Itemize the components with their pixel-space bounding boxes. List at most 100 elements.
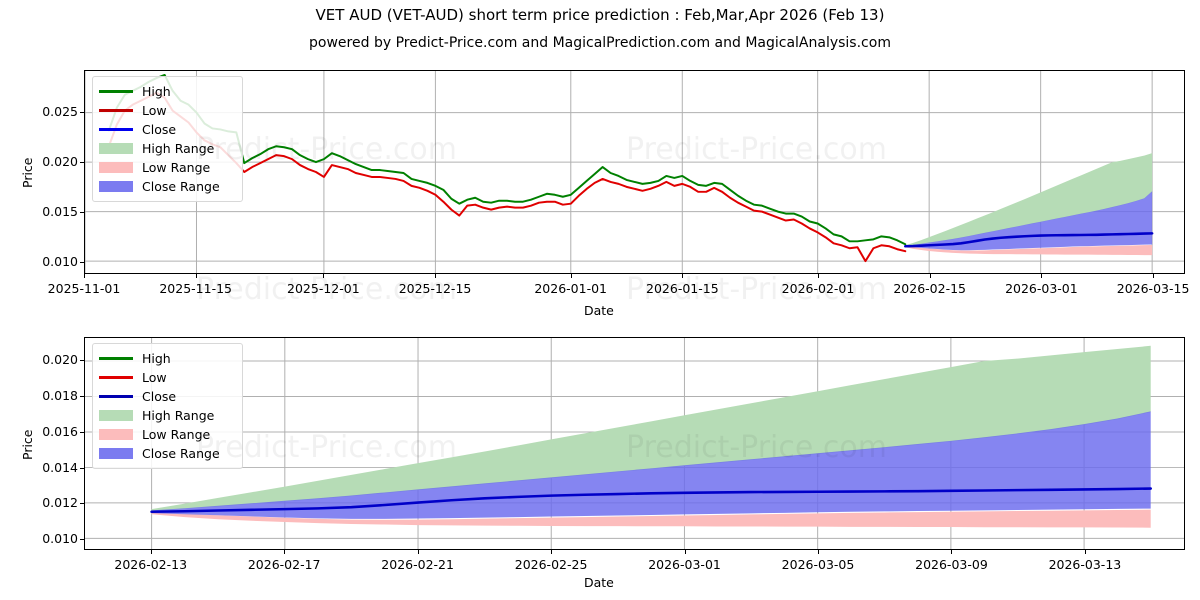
low-line-icon bbox=[99, 371, 133, 384]
y-tick-label: 0.025 bbox=[42, 104, 78, 119]
y-tick-mark bbox=[80, 431, 84, 433]
x-tick-mark bbox=[284, 550, 286, 554]
low-range-patch-icon bbox=[99, 428, 133, 441]
legend-item-close-range: Close Range bbox=[99, 177, 234, 196]
legend-item-high-range: High Range bbox=[99, 139, 234, 158]
y-tick-mark bbox=[80, 396, 84, 398]
x-tick-mark bbox=[551, 550, 553, 554]
legend-item-low: Low bbox=[99, 101, 234, 120]
y-tick-label: 0.018 bbox=[42, 388, 78, 404]
x-tick-label: 2026-02-25 bbox=[514, 557, 588, 572]
overview-legend: High Low Close High Range Low Range Clos… bbox=[92, 76, 243, 202]
x-tick-label: 2026-03-05 bbox=[781, 557, 855, 572]
y-tick-label: 0.015 bbox=[42, 204, 78, 219]
y-tick-label: 0.016 bbox=[42, 423, 78, 439]
y-tick-label: 0.010 bbox=[42, 254, 78, 269]
x-tick-label: 2026-03-01 bbox=[1005, 281, 1078, 296]
legend-item-low-range: Low Range bbox=[99, 158, 234, 177]
legend-label-high-range: High Range bbox=[142, 141, 215, 156]
x-tick-label: 2026-01-15 bbox=[646, 281, 719, 296]
x-tick-mark bbox=[435, 274, 437, 278]
x-tick-label: 2025-12-01 bbox=[287, 281, 360, 296]
y-tick-mark bbox=[80, 262, 84, 263]
overview-plot-area bbox=[84, 70, 1185, 274]
x-tick-label: 2026-03-13 bbox=[1048, 557, 1122, 572]
close-line-icon bbox=[99, 123, 133, 136]
y-tick-mark bbox=[80, 162, 84, 163]
x-tick-label: 2026-02-15 bbox=[893, 281, 967, 296]
x-tick-mark bbox=[150, 550, 152, 554]
detail-legend: High Low Close High Range Low Range Clos… bbox=[92, 343, 243, 469]
x-tick-label: 2026-02-01 bbox=[781, 281, 855, 296]
legend-label-close: Close bbox=[142, 122, 177, 137]
y-tick-mark bbox=[80, 467, 84, 469]
overview-x-axis-label: Date bbox=[584, 303, 614, 318]
legend-label-high: High bbox=[142, 84, 171, 99]
x-tick-mark bbox=[1041, 274, 1043, 278]
legend-label-close: Close bbox=[142, 389, 177, 404]
high-range-patch-icon bbox=[99, 142, 133, 155]
overview-svg bbox=[85, 71, 1184, 273]
x-tick-label: 2026-02-17 bbox=[247, 557, 321, 572]
x-tick-mark bbox=[951, 550, 953, 554]
legend-item-high: High bbox=[99, 349, 234, 368]
x-tick-label: 2026-03-09 bbox=[915, 557, 988, 572]
y-tick-mark bbox=[80, 503, 84, 505]
y-tick-mark bbox=[80, 112, 84, 113]
high-line-icon bbox=[99, 352, 133, 365]
detail-x-axis-label: Date bbox=[584, 575, 614, 590]
y-tick-label: 0.010 bbox=[42, 531, 78, 547]
x-tick-mark bbox=[682, 274, 684, 278]
detail-panel: Price Date 0.010 0.012 0.014 0.016 0.018 0.02… bbox=[0, 320, 1200, 600]
detail-plot-area bbox=[84, 337, 1185, 550]
y-tick-label: 0.020 bbox=[42, 154, 78, 169]
x-tick-mark bbox=[323, 274, 325, 278]
y-tick-mark bbox=[80, 539, 84, 541]
x-tick-label: 2026-03-01 bbox=[648, 557, 721, 572]
y-tick-label: 0.014 bbox=[42, 459, 78, 475]
legend-item-low: Low bbox=[99, 368, 234, 387]
high-range-patch-icon bbox=[99, 409, 133, 422]
x-tick-mark bbox=[570, 274, 572, 278]
x-tick-label: 2026-02-13 bbox=[114, 557, 188, 572]
x-tick-label: 2025-11-01 bbox=[47, 281, 121, 296]
legend-label-low-range: Low Range bbox=[142, 427, 211, 442]
x-tick-label: 2026-01-01 bbox=[534, 281, 607, 296]
high-line-icon bbox=[99, 85, 133, 98]
page-title: VET AUD (VET-AUD) short term price predi… bbox=[315, 6, 885, 24]
x-tick-mark bbox=[195, 274, 197, 278]
y-tick-mark bbox=[80, 360, 84, 362]
y-tick-mark bbox=[80, 212, 84, 213]
low-line-icon bbox=[99, 104, 133, 117]
legend-item-high: High bbox=[99, 82, 234, 101]
x-tick-label: 2025-12-15 bbox=[398, 281, 472, 296]
detail-svg bbox=[85, 338, 1184, 549]
x-tick-label: 2025-11-15 bbox=[159, 281, 233, 296]
legend-label-close-range: Close Range bbox=[142, 446, 220, 461]
legend-label-high: High bbox=[142, 351, 171, 366]
x-tick-mark bbox=[818, 550, 819, 554]
x-tick-label: 2026-03-15 bbox=[1116, 281, 1190, 296]
legend-label-close-range: Close Range bbox=[142, 179, 220, 194]
x-tick-mark bbox=[1153, 274, 1155, 278]
legend-label-high-range: High Range bbox=[142, 408, 215, 423]
x-tick-mark bbox=[84, 274, 85, 278]
y-tick-label: 0.012 bbox=[42, 495, 78, 511]
x-tick-mark bbox=[818, 274, 819, 278]
x-tick-mark bbox=[417, 550, 419, 554]
legend-item-close: Close bbox=[99, 387, 234, 406]
x-tick-label: 2026-02-21 bbox=[381, 557, 454, 572]
legend-label-low: Low bbox=[142, 103, 167, 118]
legend-item-low-range: Low Range bbox=[99, 425, 234, 444]
x-tick-mark bbox=[929, 274, 931, 278]
legend-item-close-range: Close Range bbox=[99, 444, 234, 463]
close-range-patch-icon bbox=[99, 180, 133, 193]
page-subtitle: powered by Predict-Price.com and Magical… bbox=[309, 35, 891, 51]
close-line-icon bbox=[99, 390, 133, 403]
x-tick-mark bbox=[1084, 550, 1086, 554]
x-tick-mark bbox=[684, 550, 686, 554]
overview-panel: Price Date 0.010 0.015 0.020 0.025 2025-11-… bbox=[20, 70, 1190, 318]
close-range-patch-icon bbox=[99, 447, 133, 460]
title-block: VET AUD (VET-AUD) short term price predi… bbox=[0, 0, 1200, 56]
